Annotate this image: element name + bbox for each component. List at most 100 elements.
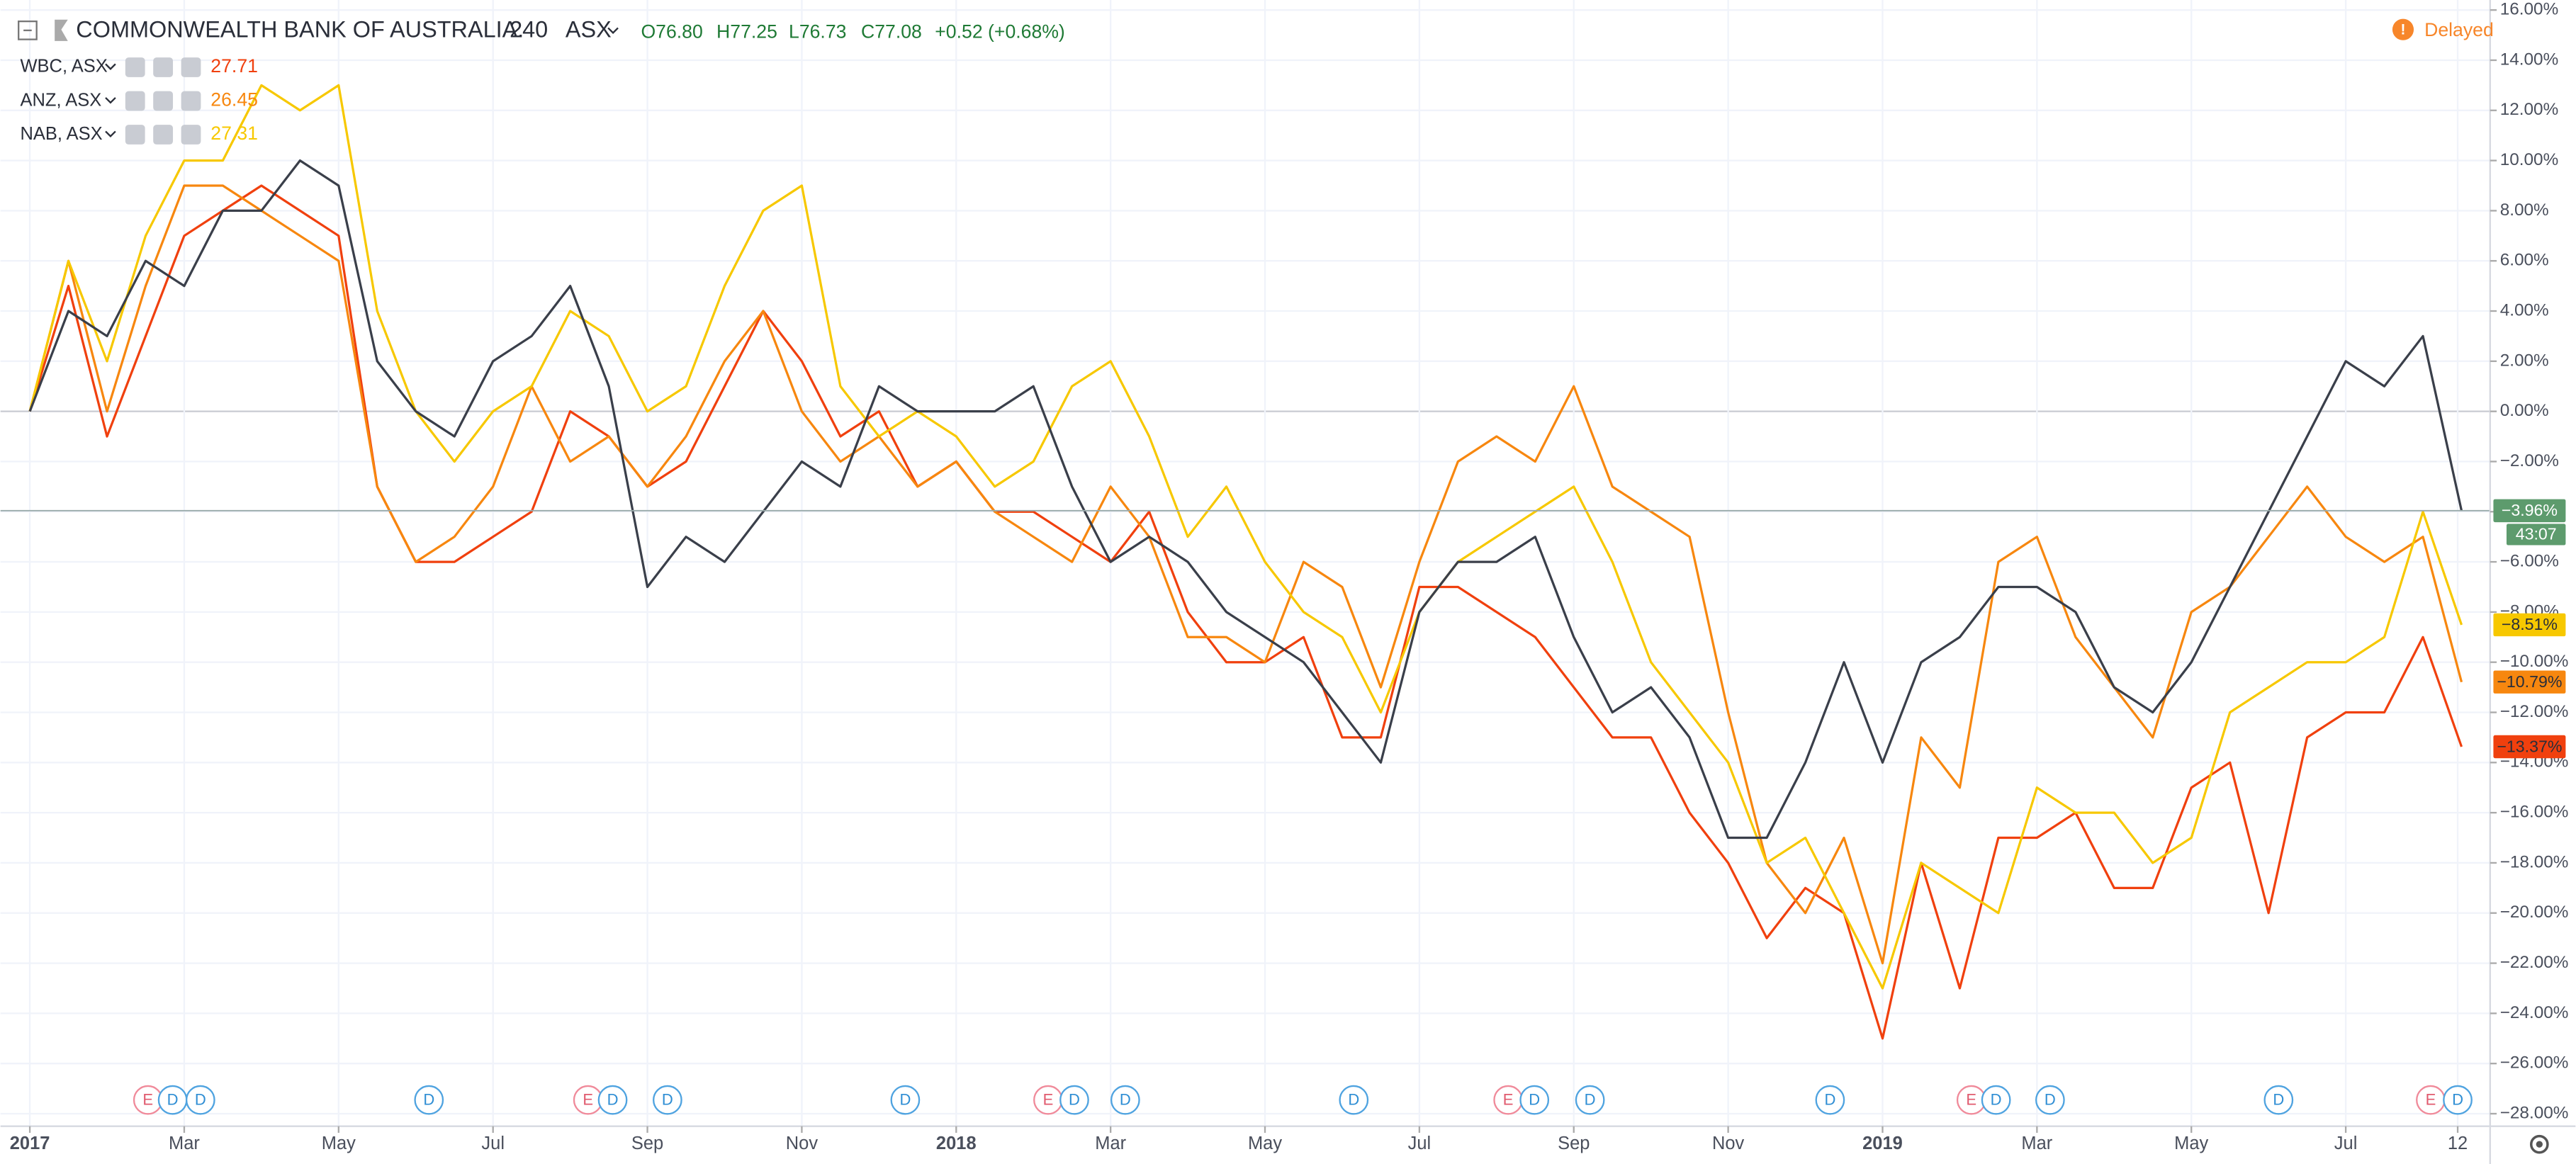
legend-name[interactable]: WBC, ASX (21, 57, 108, 77)
last-value-badge (2493, 613, 2566, 637)
legend-button[interactable] (125, 57, 145, 77)
legend-button[interactable] (153, 57, 174, 77)
ohlc-open: O76.80 (641, 21, 702, 42)
y-tick-label: 16.00% (2500, 0, 2559, 19)
event-label: E (1043, 1091, 1054, 1109)
exchange[interactable]: ASX (566, 17, 612, 43)
x-tick-label: Sep (1558, 1134, 1590, 1153)
delayed-status[interactable]: Delayed (2424, 19, 2494, 40)
last-value-badge (2493, 499, 2566, 523)
y-tick-label: −18.00% (2500, 852, 2569, 871)
event-marker[interactable] (1519, 1085, 1550, 1115)
x-tick-label: Nov (786, 1134, 819, 1153)
x-tick-label: Jul (1408, 1134, 1432, 1153)
ohlc-low: L76.73 (789, 21, 846, 42)
event-marker[interactable] (1110, 1085, 1140, 1115)
settings-gear[interactable] (2529, 1134, 2549, 1154)
x-tick-label: Nov (1712, 1134, 1745, 1153)
y-tick-label: −26.00% (2500, 1053, 2569, 1073)
legend-button[interactable] (153, 125, 174, 145)
symbol-title[interactable]: COMMONWEALTH BANK OF AUSTRALIA. (76, 17, 524, 43)
legend-dropdown (105, 97, 116, 104)
y-tick-label: −12.00% (2500, 702, 2569, 721)
event-marker[interactable] (2263, 1085, 2294, 1115)
event-label: E (142, 1091, 153, 1109)
x-tick-label: May (322, 1134, 356, 1153)
x-tick-label: 2019 (1862, 1134, 1903, 1153)
event-marker[interactable] (2443, 1085, 2473, 1115)
x-tick-label: Sep (631, 1134, 663, 1153)
event-label: D (2452, 1091, 2463, 1109)
event-label: D (1991, 1091, 2002, 1109)
x-tick-label: May (2174, 1134, 2208, 1153)
legend-price: 26.45 (210, 89, 258, 111)
event-label: D (2045, 1091, 2056, 1109)
legend-name[interactable]: NAB, ASX (21, 124, 103, 144)
y-tick-label: 12.00% (2500, 100, 2559, 119)
legend-dropdown (105, 130, 116, 137)
event-marker[interactable] (2035, 1085, 2065, 1115)
last-value-label: −13.37% (2497, 737, 2562, 755)
event-label: E (583, 1091, 593, 1109)
delayed-icon-mark: ! (2401, 21, 2406, 38)
event-label: E (1503, 1091, 1514, 1109)
event-marker[interactable] (1981, 1085, 2011, 1115)
legend-button[interactable] (181, 91, 201, 111)
last-value-label: −3.96% (2502, 501, 2558, 519)
countdown: 43:07 (2516, 525, 2557, 543)
event-marker[interactable] (185, 1085, 215, 1115)
legend-button[interactable] (181, 57, 201, 77)
x-tick-label: 12 (2448, 1134, 2468, 1153)
dropdown-arrow (607, 27, 619, 34)
event-label: D (1585, 1091, 1596, 1109)
x-tick-label: Mar (2021, 1134, 2052, 1153)
x-tick-label: Mar (1095, 1134, 1126, 1153)
ohlc-high: H77.25 (716, 21, 777, 42)
event-marker[interactable] (1339, 1085, 1369, 1115)
symbol-flag[interactable] (55, 19, 68, 41)
series-line (28, 184, 2463, 1040)
y-tick-label: 6.00% (2500, 251, 2549, 270)
x-tick-label: 2018 (936, 1134, 977, 1153)
event-label: D (2273, 1091, 2284, 1109)
event-marker[interactable] (1059, 1085, 1089, 1115)
legend-price: 27.71 (210, 55, 258, 77)
y-tick-label: −6.00% (2500, 552, 2559, 571)
interval[interactable]: 240 (510, 17, 548, 43)
delayed-icon[interactable] (2392, 18, 2414, 40)
legend-button[interactable] (181, 125, 201, 145)
x-tick-label: Jul (2334, 1134, 2358, 1153)
event-marker[interactable] (890, 1085, 921, 1115)
y-tick-label: 8.00% (2500, 200, 2549, 220)
last-value-badge (2493, 670, 2566, 694)
plot (0, 84, 2490, 1040)
y-tick-label: −10.00% (2500, 652, 2569, 671)
legend-button[interactable] (125, 91, 145, 111)
y-tick-label: 14.00% (2500, 50, 2559, 69)
event-label: D (1824, 1091, 1835, 1109)
event-marker[interactable] (653, 1085, 682, 1115)
series-line (28, 184, 2463, 965)
y-tick-label: 10.00% (2500, 150, 2559, 169)
event-label: E (2426, 1091, 2436, 1109)
event-marker[interactable] (414, 1085, 444, 1115)
last-value-label: −10.79% (2497, 672, 2562, 691)
legend-button[interactable] (125, 125, 145, 145)
countdown-badge (2506, 524, 2566, 546)
series-line (28, 84, 2463, 990)
legend-button[interactable] (153, 91, 174, 111)
event-marker[interactable] (1815, 1085, 1845, 1115)
x-tick-label: Mar (169, 1134, 200, 1153)
event-label: D (662, 1091, 673, 1109)
event-label: D (607, 1091, 619, 1109)
gear-ring[interactable] (2529, 1134, 2549, 1154)
event-marker[interactable] (597, 1085, 628, 1115)
legend-name[interactable]: ANZ, ASX (21, 90, 102, 110)
x-tick-label: 2017 (10, 1134, 50, 1153)
collapse-button[interactable] (18, 20, 38, 40)
event-marker[interactable] (1575, 1085, 1605, 1115)
y-tick-label: 2.00% (2500, 351, 2549, 370)
event-label: D (899, 1091, 911, 1109)
